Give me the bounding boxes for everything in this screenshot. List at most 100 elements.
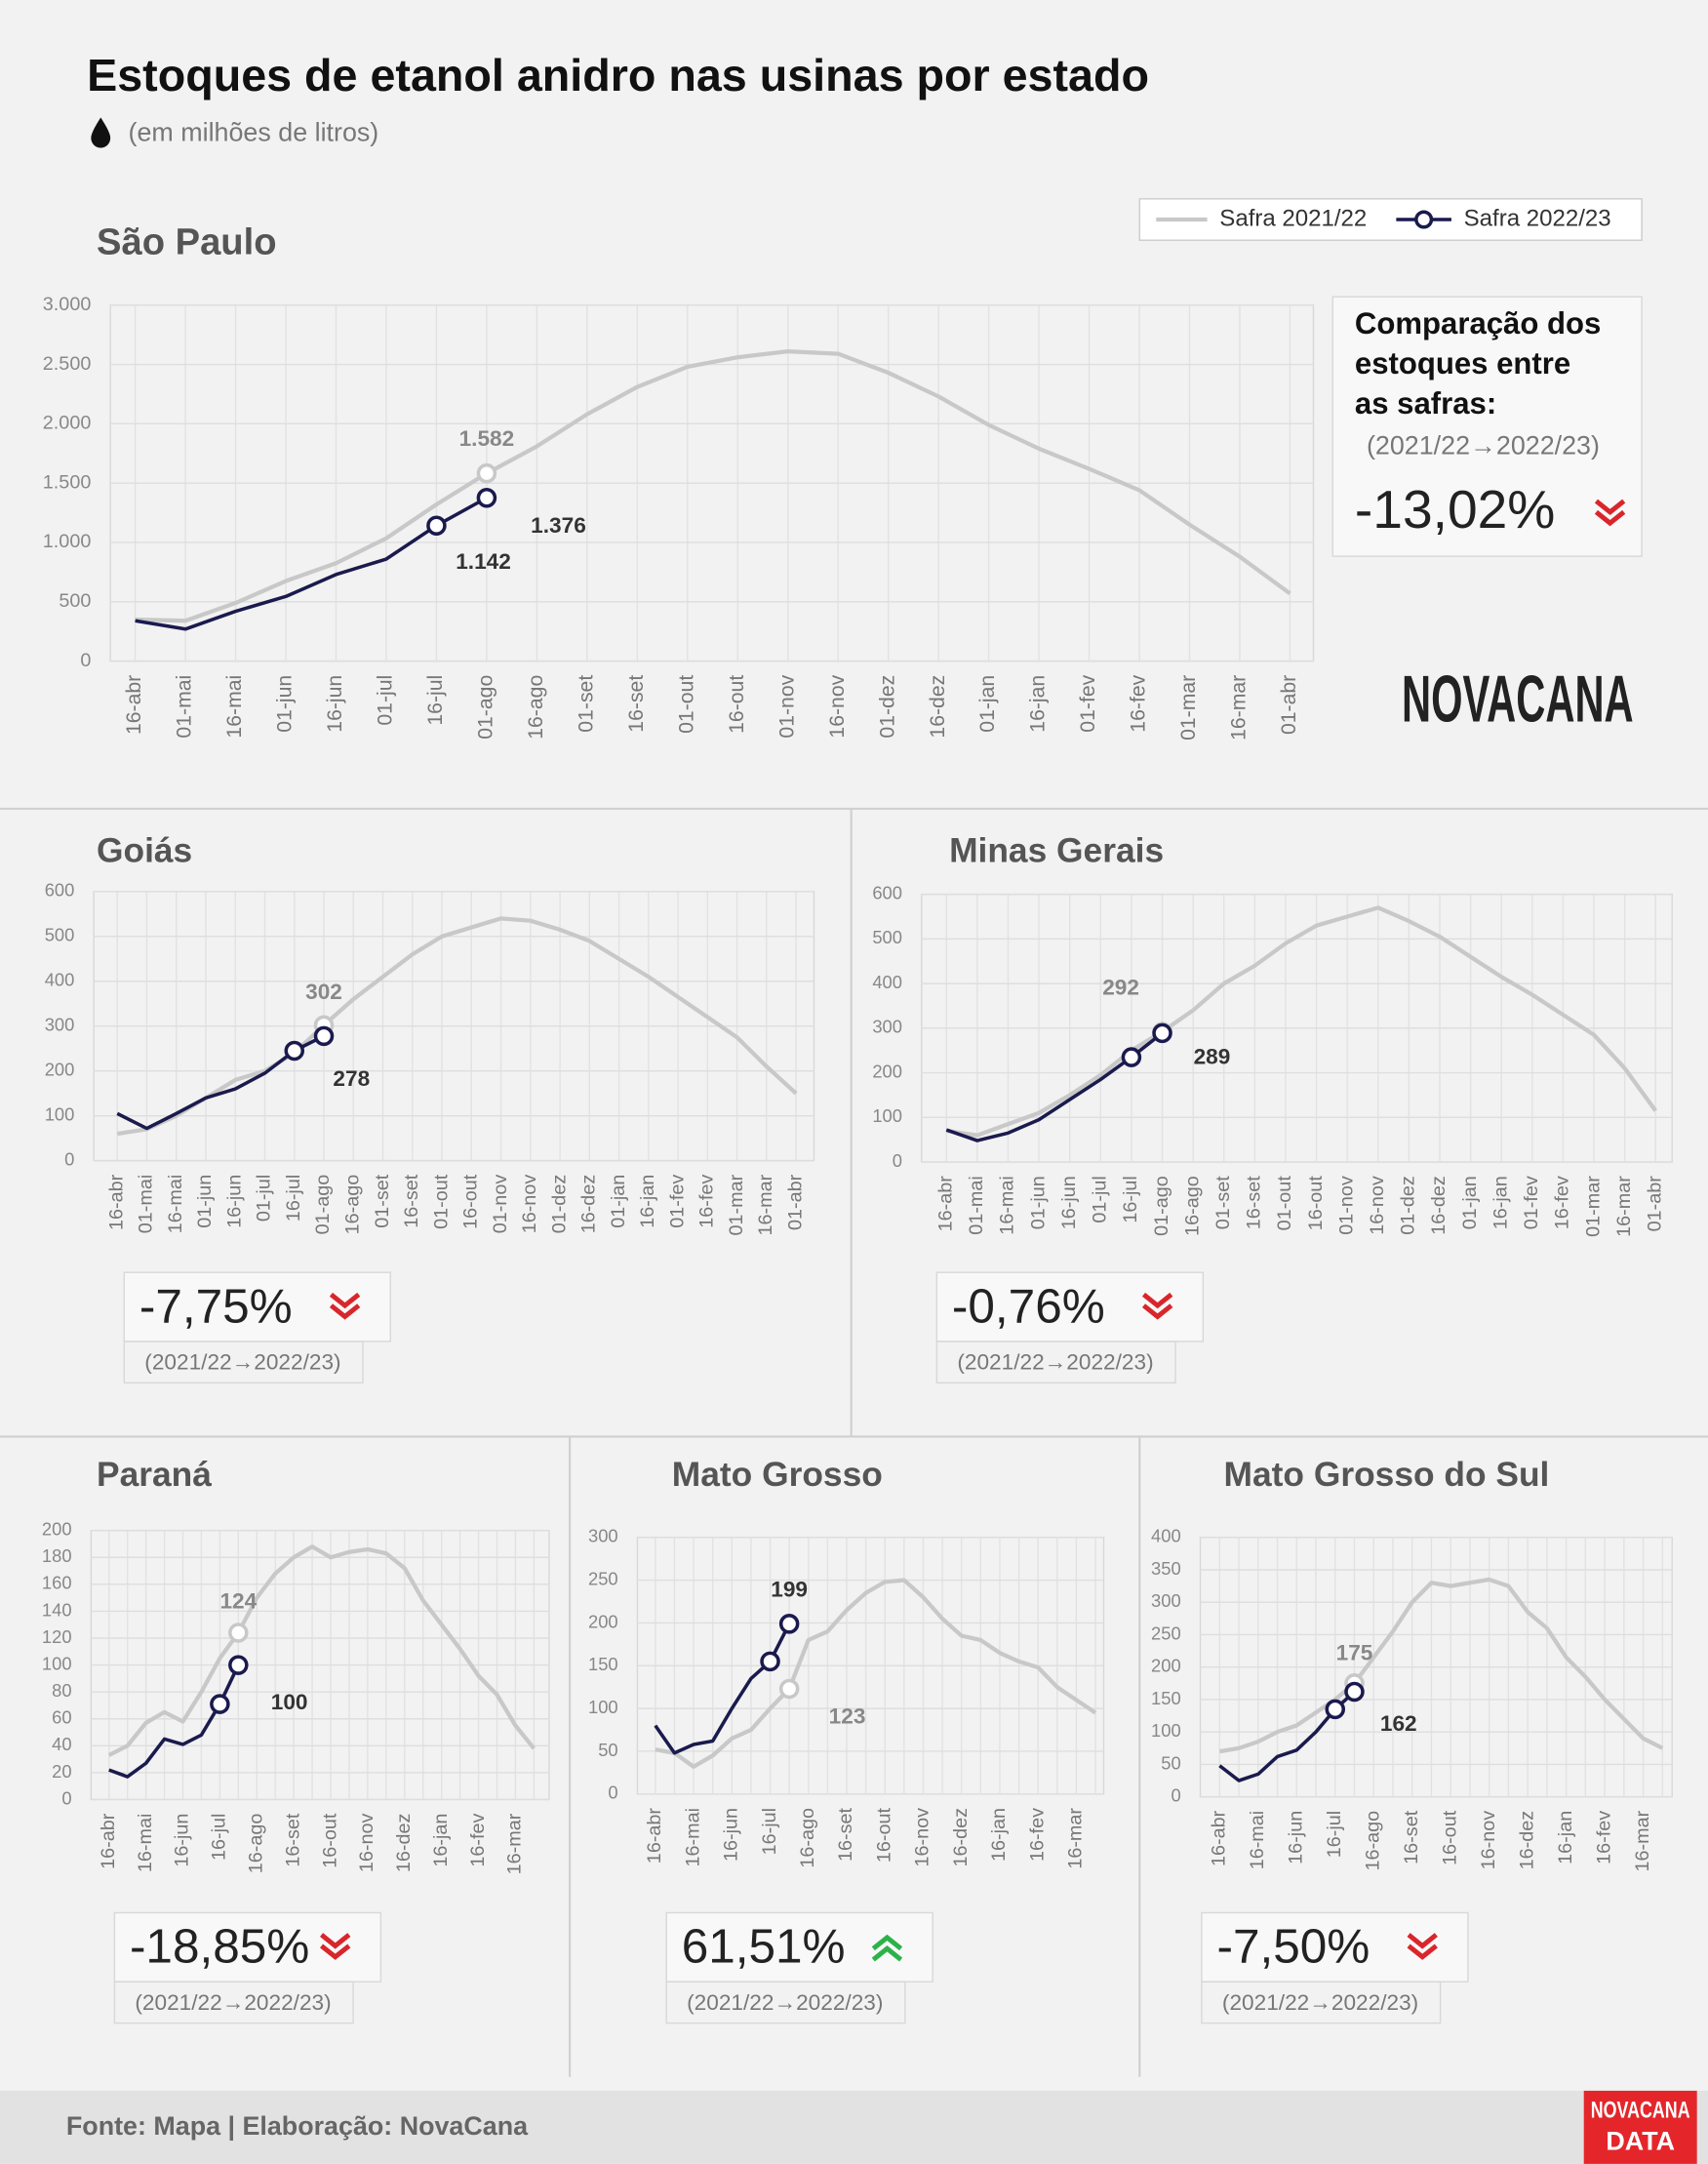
x-tick-label: 16-nov bbox=[1367, 1176, 1388, 1235]
y-tick-label: 100 bbox=[45, 1104, 75, 1125]
point-marker bbox=[778, 1614, 800, 1634]
y-tick-label: 0 bbox=[1171, 1785, 1180, 1806]
change-value: -13,02% bbox=[1355, 479, 1555, 540]
x-tick-label: 01-jun bbox=[274, 675, 297, 733]
x-tick-label: 16-dez bbox=[950, 1808, 972, 1867]
y-tick-label: 150 bbox=[588, 1654, 618, 1674]
x-tick-label: 16-out bbox=[726, 675, 748, 734]
x-tick-label: 16-mar bbox=[1613, 1176, 1635, 1237]
x-tick-label: 16-mar bbox=[1228, 675, 1251, 741]
point-marker bbox=[1344, 1681, 1365, 1703]
comparison-label-box bbox=[665, 1981, 906, 2024]
logo-badge bbox=[1583, 2090, 1697, 2164]
y-tick-label: 1.500 bbox=[43, 471, 92, 493]
comparison-label-box bbox=[1201, 1981, 1442, 2024]
x-tick-label: 01-jul bbox=[1090, 1176, 1111, 1222]
y-tick-label: 140 bbox=[42, 1599, 72, 1620]
x-tick-label: 01-abr bbox=[784, 1174, 806, 1230]
y-tick-label: 200 bbox=[1151, 1656, 1181, 1676]
trend-arrow bbox=[320, 1933, 351, 1949]
x-tick-label: 16-abr bbox=[644, 1808, 665, 1864]
x-tick-label: 16-jul bbox=[424, 675, 447, 726]
y-tick-label: 60 bbox=[52, 1707, 71, 1728]
footer bbox=[0, 2090, 1708, 2164]
x-tick-label: 16-out bbox=[460, 1174, 482, 1229]
x-tick-label: 16-mai bbox=[165, 1175, 186, 1234]
data-label: 162 bbox=[1380, 1711, 1417, 1736]
trend-arrow bbox=[1594, 499, 1626, 516]
trend-arrow bbox=[320, 1944, 351, 1960]
y-tick-label: 100 bbox=[872, 1105, 902, 1126]
point-marker bbox=[1121, 1047, 1142, 1067]
x-tick-label: 01-set bbox=[575, 675, 597, 733]
x-tick-label: 16-mar bbox=[755, 1174, 776, 1235]
y-tick-label: 300 bbox=[872, 1017, 902, 1037]
x-tick-label: 01-out bbox=[1274, 1176, 1295, 1231]
x-tick-label: 01-dez bbox=[548, 1175, 570, 1234]
x-tick-label: 16-abr bbox=[98, 1813, 119, 1869]
x-tick-label: 16-out bbox=[873, 1807, 894, 1863]
y-tick-label: 150 bbox=[1151, 1688, 1181, 1708]
change-value: -7,75% bbox=[139, 1279, 293, 1333]
x-tick-label: 01-mai bbox=[174, 675, 196, 739]
legend-box bbox=[1138, 198, 1643, 241]
comparison-label: (2021/22→2022/23) bbox=[144, 1350, 340, 1375]
y-tick-label: 160 bbox=[42, 1573, 72, 1593]
comparison-box bbox=[123, 1271, 391, 1342]
comparison-title: Comparação dos bbox=[1355, 306, 1601, 341]
trend-arrow bbox=[1407, 1933, 1438, 1949]
y-tick-label: 300 bbox=[1151, 1590, 1181, 1611]
change-value: -18,85% bbox=[130, 1920, 309, 1974]
y-tick-label: 600 bbox=[872, 883, 902, 903]
x-tick-label: 16-abr bbox=[1209, 1810, 1230, 1866]
comparison-label: (2021/22→2022/23) bbox=[957, 1350, 1153, 1375]
x-tick-label: 16-fev bbox=[1552, 1176, 1573, 1229]
x-tick-label: 16-dez bbox=[578, 1175, 600, 1234]
comparison-label-box bbox=[123, 1341, 364, 1384]
comparison-label: (2021/22→2022/23) bbox=[1222, 1990, 1418, 2015]
x-tick-label: 16-dez bbox=[393, 1814, 415, 1873]
x-tick-label: 01-set bbox=[1212, 1176, 1234, 1230]
x-tick-label: 16-nov bbox=[826, 674, 849, 738]
data-label: 1.582 bbox=[459, 426, 515, 451]
x-tick-label: 16-set bbox=[401, 1174, 422, 1228]
x-tick-label: 16-jun bbox=[324, 675, 346, 733]
comparison-label-box bbox=[935, 1341, 1176, 1384]
x-tick-label: 16-dez bbox=[1428, 1176, 1450, 1235]
y-tick-label: 2.000 bbox=[43, 413, 92, 434]
x-tick-label: 16-ago bbox=[341, 1175, 363, 1235]
data-label: 289 bbox=[1194, 1044, 1231, 1068]
change-value: 61,51% bbox=[682, 1920, 846, 1974]
y-tick-label: 400 bbox=[45, 970, 75, 990]
x-tick-label: 16-ago bbox=[245, 1814, 266, 1874]
y-tick-label: 1.000 bbox=[43, 531, 92, 552]
x-tick-label: 16-nov bbox=[519, 1175, 540, 1234]
y-tick-label: 100 bbox=[1151, 1720, 1181, 1741]
x-tick-label: 16-abr bbox=[123, 675, 145, 735]
y-tick-label: 250 bbox=[588, 1568, 618, 1588]
x-tick-label: 01-ago bbox=[1151, 1176, 1172, 1236]
chart-title: Mato Grosso bbox=[672, 1456, 883, 1494]
x-tick-label: 01-dez bbox=[1398, 1176, 1419, 1235]
x-tick-label: 16-jun bbox=[223, 1175, 245, 1228]
x-tick-label: 16-fev bbox=[1128, 674, 1150, 732]
x-tick-label: 01-nov bbox=[775, 674, 798, 738]
x-tick-label: 16-mai bbox=[997, 1176, 1018, 1235]
logo-badge-text: NOVACANA bbox=[1591, 2097, 1690, 2123]
x-tick-label: 16-jun bbox=[1058, 1176, 1080, 1229]
x-tick-label: 01-jan bbox=[976, 675, 999, 733]
y-tick-label: 50 bbox=[1161, 1752, 1180, 1773]
y-tick-label: 2.500 bbox=[43, 353, 92, 375]
legend-marker bbox=[1414, 210, 1434, 229]
point-marker bbox=[210, 1694, 230, 1714]
point-marker bbox=[476, 487, 497, 508]
x-tick-label: 16-mai bbox=[223, 675, 246, 739]
series-line bbox=[107, 1544, 536, 1757]
chart-title: Paraná bbox=[97, 1456, 212, 1494]
x-tick-label: 01-jan bbox=[1459, 1176, 1481, 1229]
y-tick-label: 3.000 bbox=[43, 294, 92, 315]
x-tick-label: 01-set bbox=[372, 1174, 393, 1228]
x-tick-label: 16-abr bbox=[934, 1176, 956, 1232]
